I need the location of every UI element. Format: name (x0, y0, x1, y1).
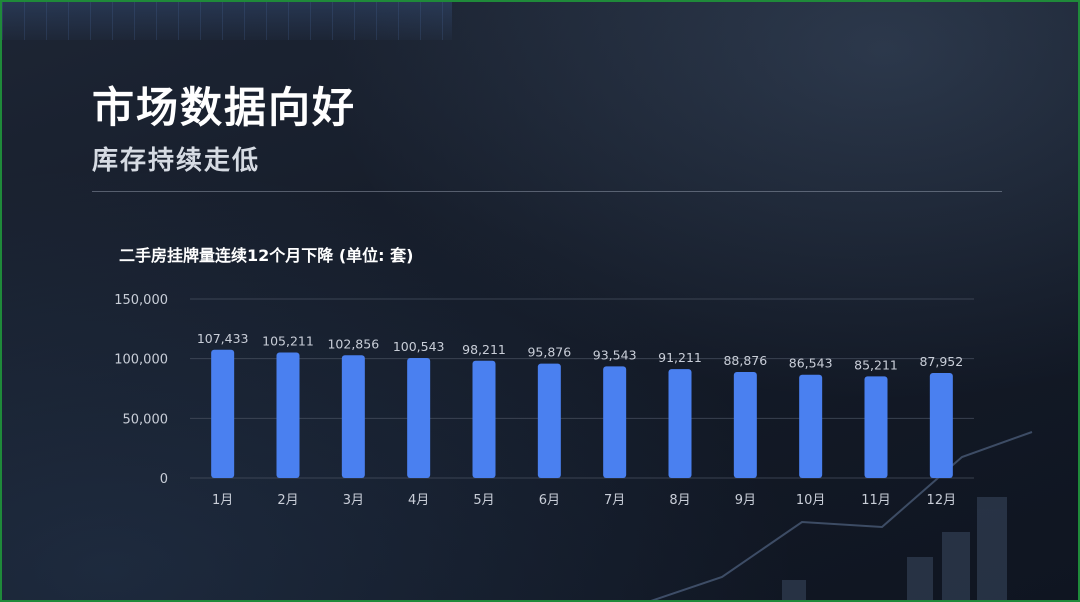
data-label: 98,211 (462, 342, 506, 357)
x-tick-label: 3月 (343, 493, 364, 508)
x-tick-label: 1月 (212, 493, 233, 508)
decorative-header-strip (2, 2, 452, 40)
bar (276, 352, 300, 478)
y-axis-ticks: 0 50,000 100,000 150,000 (114, 293, 168, 487)
y-tick-label: 100,000 (114, 353, 168, 368)
x-tick-label: 6月 (539, 493, 560, 508)
data-label: 107,433 (197, 331, 249, 346)
bar (733, 371, 757, 478)
x-tick-label: 5月 (473, 493, 494, 508)
data-label: 95,876 (527, 345, 571, 360)
chart-title: 二手房挂牌量连续12个月下降 (单位: 套) (119, 246, 414, 265)
x-tick-label: 9月 (735, 493, 756, 508)
bars (211, 349, 953, 478)
title-divider (92, 191, 1002, 192)
x-tick-label: 11月 (861, 493, 891, 508)
bar (407, 358, 431, 478)
x-tick-label: 8月 (669, 493, 690, 508)
x-tick-label: 12月 (927, 493, 957, 508)
data-label: 102,856 (327, 336, 379, 351)
x-tick-label: 7月 (604, 493, 625, 508)
bar (668, 369, 692, 478)
data-label: 105,211 (262, 333, 314, 348)
page-title: 市场数据向好 (92, 83, 357, 132)
data-label: 93,543 (593, 347, 637, 362)
data-label: 100,543 (393, 339, 445, 354)
page-subtitle: 库存持续走低 (92, 146, 261, 176)
y-tick-label: 150,000 (114, 293, 168, 308)
data-label: 85,211 (854, 357, 898, 372)
data-label: 86,543 (789, 356, 833, 371)
bar (929, 373, 953, 478)
data-label: 87,952 (919, 354, 963, 369)
x-tick-label: 4月 (408, 493, 429, 508)
bar (603, 366, 627, 478)
y-tick-label: 50,000 (123, 412, 169, 427)
y-tick-label: 0 (160, 472, 168, 487)
bar (341, 355, 365, 478)
bar (864, 376, 888, 478)
x-tick-label: 10月 (796, 493, 826, 508)
data-label: 88,876 (723, 353, 767, 368)
data-label: 91,211 (658, 350, 702, 365)
x-axis-ticks: 1月 2月 3月 4月 5月 6月 7月 8月 9月 10月 11月 12月 (212, 493, 956, 508)
bar (537, 363, 561, 478)
bar (211, 349, 235, 478)
bar (472, 360, 496, 478)
value-labels: 107,433 105,211 102,856 100,543 98,211 95,876… (197, 331, 963, 373)
bar (799, 374, 823, 478)
x-tick-label: 2月 (277, 493, 298, 508)
grid-lines (190, 298, 974, 479)
